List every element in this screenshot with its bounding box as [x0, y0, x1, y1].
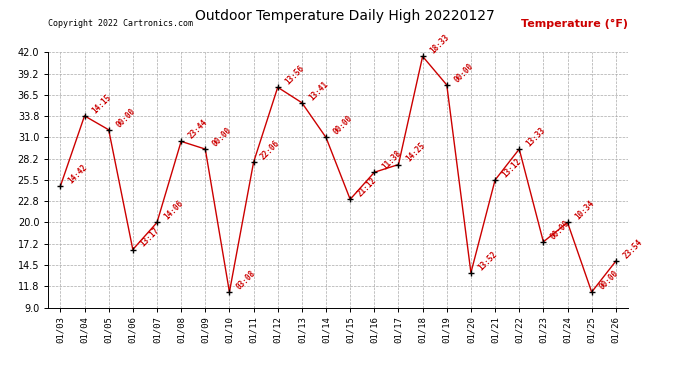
Text: 13:12: 13:12 [501, 156, 523, 179]
Text: 14:25: 14:25 [404, 141, 426, 164]
Text: 13:52: 13:52 [477, 249, 499, 272]
Text: 00:00: 00:00 [211, 126, 233, 148]
Text: 10:34: 10:34 [573, 199, 595, 222]
Text: 23:54: 23:54 [622, 238, 644, 260]
Text: 23:44: 23:44 [187, 118, 209, 141]
Text: 00:00: 00:00 [115, 106, 137, 129]
Text: Copyright 2022 Cartronics.com: Copyright 2022 Cartronics.com [48, 20, 193, 28]
Text: 11:38: 11:38 [380, 149, 402, 171]
Text: 18:33: 18:33 [428, 33, 451, 56]
Text: 14:42: 14:42 [66, 163, 88, 185]
Text: 00:00: 00:00 [453, 62, 475, 84]
Text: 00:00: 00:00 [332, 114, 354, 137]
Text: 03:08: 03:08 [235, 268, 257, 291]
Text: 14:06: 14:06 [163, 199, 185, 222]
Text: 13:41: 13:41 [308, 79, 330, 102]
Text: 13:56: 13:56 [284, 64, 306, 87]
Text: 13:33: 13:33 [525, 126, 547, 148]
Text: 14:15: 14:15 [90, 92, 112, 115]
Text: Temperature (°F): Temperature (°F) [521, 20, 628, 29]
Text: 22:06: 22:06 [259, 139, 282, 162]
Text: Outdoor Temperature Daily High 20220127: Outdoor Temperature Daily High 20220127 [195, 9, 495, 23]
Text: 00:00: 00:00 [549, 218, 571, 241]
Text: 13:17: 13:17 [139, 226, 161, 249]
Text: 00:00: 00:00 [598, 268, 620, 291]
Text: 21:12: 21:12 [356, 176, 378, 198]
